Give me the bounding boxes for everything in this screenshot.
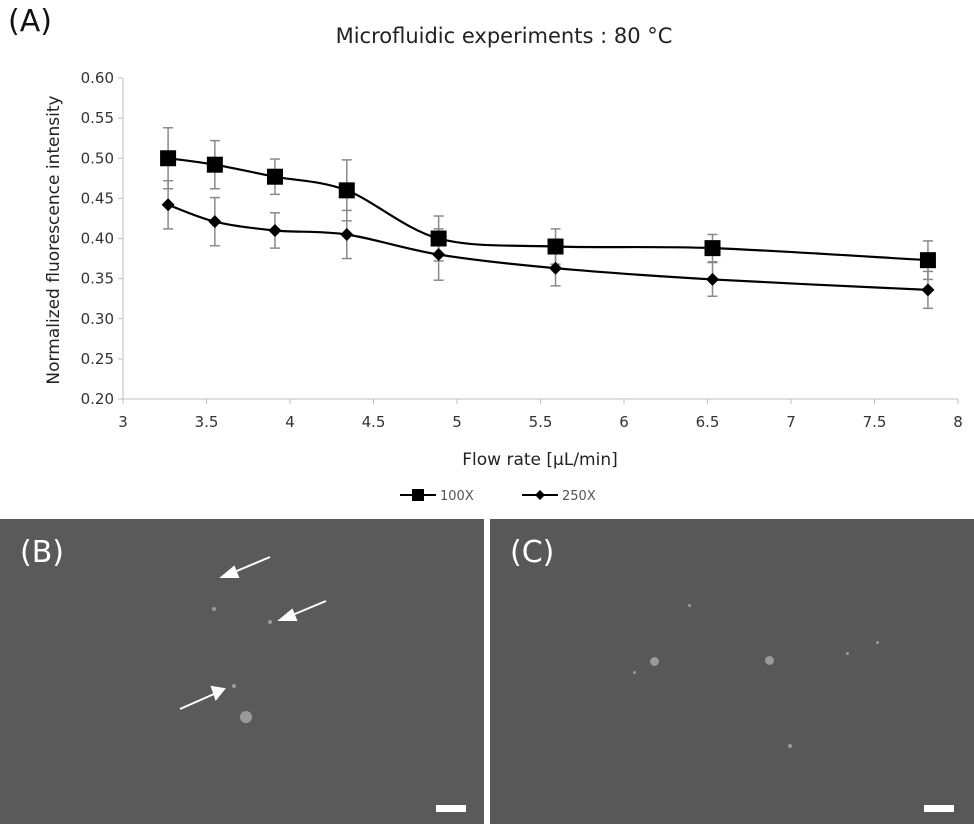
x-tick-label: 6 <box>619 413 629 431</box>
x-tick-label: 5 <box>452 413 462 431</box>
arrow-icon <box>231 556 271 574</box>
y-tick-label: 0.40 <box>81 230 114 248</box>
data-point-250X <box>208 215 222 229</box>
x-tick-label: 7 <box>786 413 796 431</box>
x-tick-label: 7.5 <box>863 413 887 431</box>
chart-title: Microfluidic experiments : 80 °C <box>336 24 673 48</box>
legend-label: 250X <box>562 489 596 504</box>
particle <box>876 641 879 644</box>
data-point-100X <box>160 150 177 167</box>
x-tick-label: 3.5 <box>195 413 219 431</box>
data-point-100X <box>704 240 721 257</box>
particle <box>240 711 252 723</box>
legend-marker-100X <box>412 489 424 501</box>
chart-axes <box>118 77 959 404</box>
data-point-100X <box>338 182 355 199</box>
particle <box>688 604 691 607</box>
micrograph-c: (C) <box>490 519 974 824</box>
scale-bar <box>436 805 466 812</box>
y-tick-label: 0.25 <box>81 350 114 368</box>
data-point-100X <box>206 156 223 173</box>
x-tick-label: 6.5 <box>696 413 720 431</box>
scale-bar <box>924 805 954 812</box>
y-tick-label: 0.35 <box>81 270 114 288</box>
panel-label-c: (C) <box>510 535 555 570</box>
data-point-250X <box>549 261 563 275</box>
particle <box>232 684 236 688</box>
data-point-100X <box>430 230 447 247</box>
line-chart: Microfluidic experiments : 80 °C Normali… <box>44 24 963 504</box>
data-point-250X <box>432 248 446 262</box>
tick-labels: 0.20 0.25 0.30 0.35 0.40 0.45 0.50 0.55 0.60 3 3.5… <box>81 69 963 431</box>
legend: 100X 250X <box>400 489 596 504</box>
particle <box>212 607 216 611</box>
particle <box>633 671 636 674</box>
x-tick-label: 4.5 <box>362 413 386 431</box>
legend-label: 100X <box>440 489 474 504</box>
error-bars <box>163 127 933 310</box>
y-tick-label: 0.55 <box>81 109 114 127</box>
x-tick-label: 3 <box>118 413 128 431</box>
data-point-250X <box>161 198 175 212</box>
particle <box>268 620 272 624</box>
data-point-100X <box>547 238 564 255</box>
data-point-250X <box>268 223 282 237</box>
data-point-250X <box>340 227 354 241</box>
y-axis-label: Normalized fluorescence intensity <box>44 95 64 384</box>
x-tick-label: 5.5 <box>529 413 553 431</box>
data-point-100X <box>266 168 283 185</box>
particle <box>846 652 849 655</box>
panel-label-a: (A) <box>8 4 52 39</box>
arrow-head-icon <box>210 685 226 702</box>
arrow-head-icon <box>277 608 298 621</box>
y-tick-label: 0.45 <box>81 189 114 207</box>
series-markers <box>160 150 936 297</box>
x-tick-label: 4 <box>285 413 295 431</box>
y-tick-label: 0.50 <box>81 149 114 167</box>
arrow-icon <box>289 600 327 617</box>
y-tick-label: 0.60 <box>81 69 114 87</box>
particle <box>765 656 774 665</box>
micrograph-b: (B) <box>0 519 484 824</box>
panel-label-b: (B) <box>20 535 64 570</box>
y-tick-label: 0.20 <box>81 390 114 408</box>
legend-marker-250X <box>535 490 545 500</box>
y-tick-label: 0.30 <box>81 310 114 328</box>
x-tick-label: 8 <box>953 413 963 431</box>
arrow-head-icon <box>219 565 240 578</box>
particle <box>788 744 792 748</box>
arrow-icon <box>179 693 215 710</box>
particle <box>650 657 659 666</box>
data-point-250X <box>706 272 720 286</box>
x-axis-label: Flow rate [µL/min] <box>462 450 617 470</box>
arrows <box>179 556 327 710</box>
data-point-100X <box>919 252 936 269</box>
data-point-250X <box>921 283 935 297</box>
